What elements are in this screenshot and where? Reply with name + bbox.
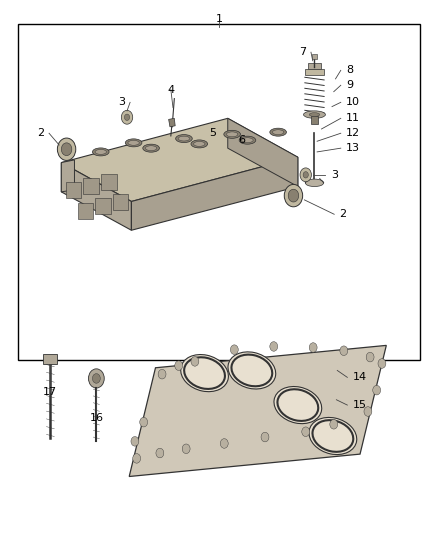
Polygon shape xyxy=(61,163,131,230)
Circle shape xyxy=(57,138,76,160)
Ellipse shape xyxy=(305,179,324,187)
Text: 12: 12 xyxy=(346,128,360,138)
Circle shape xyxy=(121,110,133,124)
Text: 3: 3 xyxy=(118,98,125,107)
Circle shape xyxy=(300,168,311,182)
Bar xyxy=(83,178,99,194)
Polygon shape xyxy=(61,160,74,192)
Circle shape xyxy=(230,345,238,354)
Text: 8: 8 xyxy=(346,66,353,75)
Bar xyxy=(308,63,321,69)
Circle shape xyxy=(133,454,141,463)
Ellipse shape xyxy=(242,138,253,143)
Ellipse shape xyxy=(239,136,256,144)
Ellipse shape xyxy=(125,139,142,147)
Ellipse shape xyxy=(191,140,208,148)
Circle shape xyxy=(191,357,199,366)
Ellipse shape xyxy=(309,417,357,455)
Circle shape xyxy=(156,448,164,458)
Bar xyxy=(113,194,128,210)
Text: 1: 1 xyxy=(215,14,223,23)
Text: 7: 7 xyxy=(299,47,306,57)
Circle shape xyxy=(366,352,374,362)
Polygon shape xyxy=(169,118,175,127)
Circle shape xyxy=(378,359,386,368)
Circle shape xyxy=(303,172,308,178)
Bar xyxy=(78,203,93,219)
Circle shape xyxy=(158,369,166,379)
Ellipse shape xyxy=(92,148,109,156)
Circle shape xyxy=(61,143,72,156)
Circle shape xyxy=(92,374,100,383)
Ellipse shape xyxy=(228,352,276,389)
Ellipse shape xyxy=(270,128,286,136)
Circle shape xyxy=(309,343,317,352)
Ellipse shape xyxy=(224,130,240,138)
Ellipse shape xyxy=(226,132,238,137)
Bar xyxy=(66,182,81,198)
Bar xyxy=(312,54,317,59)
Text: 15: 15 xyxy=(353,400,367,410)
Polygon shape xyxy=(129,345,386,477)
Circle shape xyxy=(131,437,139,446)
Polygon shape xyxy=(131,157,298,230)
Ellipse shape xyxy=(309,112,320,116)
Ellipse shape xyxy=(128,140,139,146)
Ellipse shape xyxy=(304,111,325,118)
Text: 11: 11 xyxy=(346,114,360,123)
Polygon shape xyxy=(61,118,298,201)
Bar xyxy=(311,116,318,124)
Text: 3: 3 xyxy=(331,170,338,180)
Text: 17: 17 xyxy=(43,387,57,397)
Circle shape xyxy=(302,427,310,437)
Ellipse shape xyxy=(181,354,228,392)
Circle shape xyxy=(373,385,381,395)
Circle shape xyxy=(284,184,303,207)
Bar xyxy=(305,69,324,75)
Circle shape xyxy=(270,342,278,351)
Circle shape xyxy=(124,114,130,120)
Ellipse shape xyxy=(274,386,321,424)
Circle shape xyxy=(340,346,348,356)
Text: 2: 2 xyxy=(339,209,346,219)
Circle shape xyxy=(88,369,104,388)
Bar xyxy=(101,174,117,190)
Ellipse shape xyxy=(178,136,190,141)
Ellipse shape xyxy=(95,150,106,155)
Polygon shape xyxy=(228,118,298,187)
Text: 6: 6 xyxy=(238,135,245,144)
Text: 14: 14 xyxy=(353,373,367,382)
Ellipse shape xyxy=(176,134,192,142)
Ellipse shape xyxy=(143,144,159,152)
Ellipse shape xyxy=(194,142,205,147)
Circle shape xyxy=(175,361,183,370)
Text: 2: 2 xyxy=(37,128,44,138)
Text: 9: 9 xyxy=(346,80,353,90)
Text: 10: 10 xyxy=(346,98,360,107)
Circle shape xyxy=(364,407,372,416)
Text: 4: 4 xyxy=(167,85,174,94)
Text: 13: 13 xyxy=(346,143,360,153)
Circle shape xyxy=(220,439,228,448)
Bar xyxy=(95,198,111,214)
Circle shape xyxy=(330,419,338,429)
Text: 5: 5 xyxy=(209,128,216,138)
Text: 16: 16 xyxy=(89,413,103,423)
Bar xyxy=(43,354,57,364)
Circle shape xyxy=(261,432,269,442)
Circle shape xyxy=(182,444,190,454)
Ellipse shape xyxy=(145,146,157,151)
Circle shape xyxy=(288,189,299,202)
Ellipse shape xyxy=(272,130,284,135)
Circle shape xyxy=(140,417,148,427)
